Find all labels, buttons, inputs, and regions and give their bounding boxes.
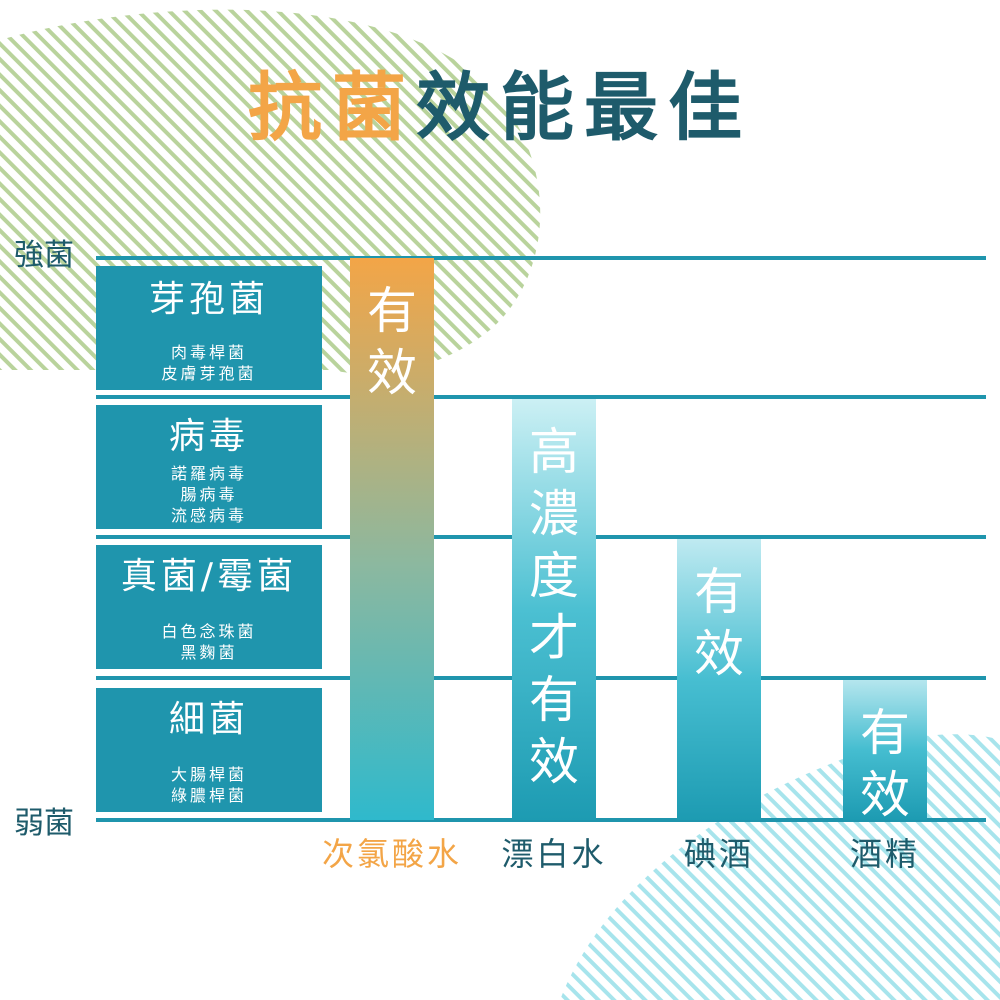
category-bacteria-example: 綠膿桿菌: [170, 786, 247, 805]
chart-title: 抗菌效能最佳: [0, 58, 1000, 158]
category-virus-box: 病毒 諾羅病毒 腸病毒 流感病毒: [96, 405, 322, 529]
category-bacteria-name: 細菌: [168, 699, 249, 740]
baseline: [96, 818, 986, 822]
category-fungus-example: 黑麴菌: [180, 643, 238, 662]
bar-label: 高 濃 度 才 有 效: [529, 422, 579, 791]
bar-label: 有 效: [860, 703, 910, 824]
category-spore-example: 肉毒桿菌: [170, 343, 247, 362]
level-line-4: [96, 256, 986, 260]
bar-label: 有 效: [367, 282, 417, 402]
x-tick-alcohol: 酒精: [849, 835, 920, 873]
category-bacteria-box: 細菌 大腸桿菌 綠膿桿菌: [96, 688, 322, 812]
x-tick-iodine-tincture: 碘酒: [683, 835, 754, 873]
x-tick-bleach: 漂白水: [501, 835, 607, 873]
category-fungus-box: 真菌/霉菌 白色念珠菌 黑麴菌: [96, 545, 322, 669]
bar-label: 有 效: [694, 563, 744, 683]
bar-alcohol: 有 效: [843, 679, 927, 824]
y-axis-label-weak: 弱菌: [14, 806, 74, 841]
bar-iodine-tincture: 有 效: [677, 539, 761, 820]
category-virus-example: 腸病毒: [180, 485, 238, 504]
category-virus-example: 諾羅病毒: [170, 464, 247, 483]
category-virus-name: 病毒: [168, 416, 249, 457]
category-fungus-name: 真菌/霉菌: [120, 556, 298, 597]
category-spore-box: 芽孢菌 肉毒桿菌 皮膚芽孢菌: [96, 266, 322, 390]
title-rest: 效能最佳: [416, 65, 752, 151]
category-spore-example: 皮膚芽孢菌: [161, 364, 257, 383]
level-line-3: [96, 395, 986, 399]
category-virus-example: 流感病毒: [170, 506, 247, 525]
category-fungus-example: 白色念珠菌: [161, 622, 257, 641]
category-spore-name: 芽孢菌: [148, 279, 269, 320]
y-axis-label-strong: 強菌: [14, 238, 74, 273]
x-tick-hypochlorous-acid: 次氯酸水: [321, 835, 462, 873]
bar-bleach: 高 濃 度 才 有 效: [512, 398, 596, 820]
category-bacteria-example: 大腸桿菌: [170, 765, 247, 784]
bar-hypochlorous-acid: 有 效: [350, 258, 434, 820]
title-highlight: 抗菌: [248, 65, 416, 151]
